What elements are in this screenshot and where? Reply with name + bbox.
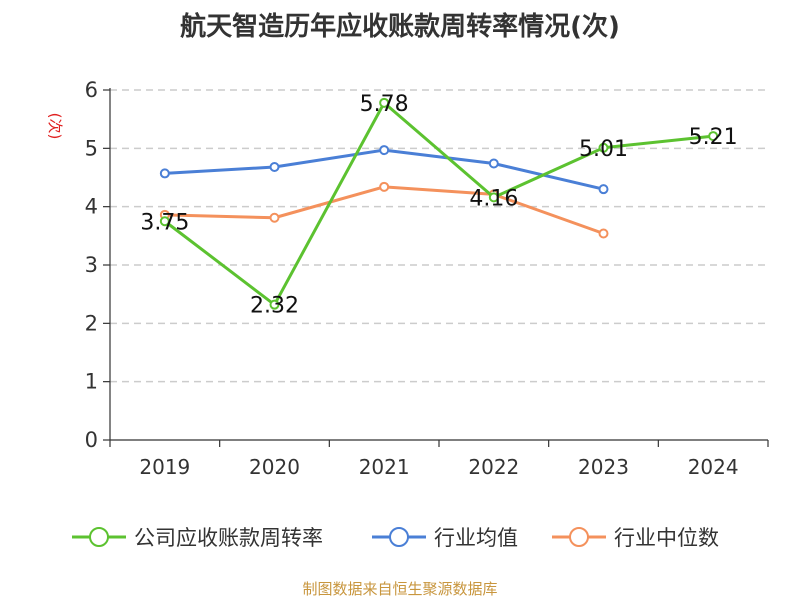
data-label: 5.78 bbox=[360, 92, 409, 117]
series-point bbox=[598, 142, 609, 153]
chart-title: 航天智造历年应收账款周转率情况(次) bbox=[180, 12, 620, 42]
x-tick-label: 2023 bbox=[578, 455, 629, 479]
y-tick-label: 0 bbox=[85, 428, 98, 452]
legend-label: 行业中位数 bbox=[614, 526, 719, 550]
y-tick-label: 1 bbox=[85, 370, 98, 394]
y-tick-label: 3 bbox=[85, 253, 98, 277]
data-label: 2.32 bbox=[250, 294, 299, 319]
legend-marker bbox=[389, 527, 409, 547]
series-point bbox=[269, 299, 280, 310]
data-label: 5.01 bbox=[579, 137, 628, 162]
series-point bbox=[488, 158, 499, 169]
series-point bbox=[598, 184, 609, 195]
data-label: 3.75 bbox=[140, 210, 189, 235]
series-point bbox=[488, 192, 499, 203]
series-point bbox=[159, 168, 170, 179]
series-point bbox=[379, 181, 390, 192]
x-tick-label: 2022 bbox=[468, 455, 519, 479]
x-tick-label: 2021 bbox=[359, 455, 410, 479]
series-point bbox=[379, 145, 390, 156]
y-tick-label: 6 bbox=[85, 78, 98, 102]
data-label: 5.21 bbox=[689, 125, 738, 150]
series-point bbox=[708, 131, 719, 142]
series-line bbox=[163, 101, 714, 307]
legend-label: 公司应收账款周转率 bbox=[134, 526, 323, 550]
legend-label: 行业均值 bbox=[434, 526, 518, 550]
y-tick-label: 2 bbox=[85, 311, 98, 335]
x-tick-label: 2019 bbox=[139, 455, 190, 479]
legend-marker bbox=[89, 527, 109, 547]
y-axis-label: (次) bbox=[46, 113, 64, 140]
x-tick-label: 2020 bbox=[249, 455, 300, 479]
series-point bbox=[379, 97, 390, 108]
series-point bbox=[269, 162, 280, 172]
series-line bbox=[164, 185, 605, 235]
legend-marker bbox=[569, 527, 589, 547]
series-point bbox=[159, 216, 170, 227]
series-point bbox=[598, 228, 609, 239]
y-tick-label: 4 bbox=[85, 195, 98, 219]
y-tick-label: 5 bbox=[85, 136, 98, 160]
data-label: 4.16 bbox=[469, 186, 518, 211]
x-tick-label: 2024 bbox=[688, 455, 739, 479]
series-point bbox=[269, 212, 280, 223]
source-note: 制图数据来自恒生聚源数据库 bbox=[302, 580, 498, 598]
